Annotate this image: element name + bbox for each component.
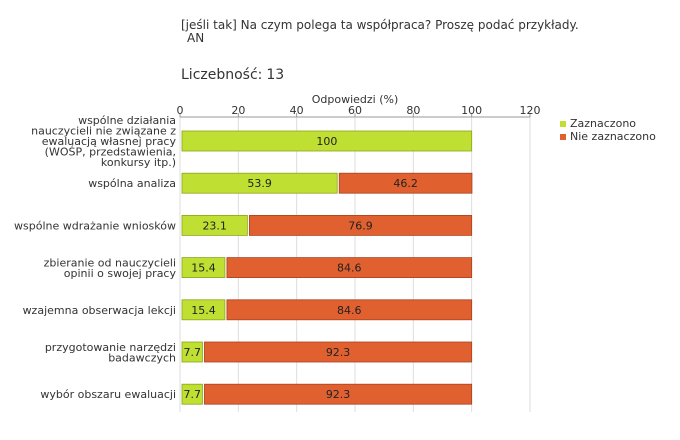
- x-axis-label: Odpowiedzi (%): [312, 93, 399, 106]
- category-label: wspólne działania: [78, 114, 176, 127]
- bar-zaznaczono: [181, 383, 203, 405]
- category-label: (WOŚP, przedstawienia,: [45, 146, 176, 159]
- bar-zaznaczono: [181, 214, 248, 236]
- count-value: 13: [266, 67, 285, 83]
- legend-label-nie-zaznaczono: Nie zaznaczono: [570, 130, 656, 143]
- category-label: wzajemna obserwacja lekcji: [23, 304, 176, 317]
- data-label: 15.4: [191, 262, 216, 275]
- legend-item-zaznaczono: Zaznaczono: [560, 117, 656, 130]
- question-title: [jeśli tak] Na czym polega ta współpraca…: [181, 18, 579, 32]
- data-label: 53.9: [247, 177, 272, 190]
- data-label: 7.7: [183, 388, 201, 401]
- x-tick-label: 60: [348, 104, 362, 117]
- category-label: wspólne wdrażanie wniosków: [14, 219, 176, 232]
- x-tick-label: 20: [231, 104, 245, 117]
- data-label: 100: [316, 135, 337, 148]
- bar-nie-zaznaczono: [204, 383, 473, 405]
- category-label: ewaluacją własnej pracy: [42, 135, 177, 148]
- data-label: 76.9: [348, 219, 373, 232]
- x-tick-label: 0: [177, 104, 184, 117]
- x-tick-label: 100: [461, 104, 482, 117]
- bar-nie-zaznaczono: [226, 299, 473, 321]
- chart-legend: Zaznaczono Nie zaznaczono: [560, 117, 656, 143]
- data-label: 84.6: [337, 262, 362, 275]
- category-label: przygotowanie narzędzi: [45, 341, 176, 354]
- data-label: 15.4: [191, 304, 216, 317]
- count-label: Liczebność:: [181, 67, 263, 83]
- data-label: 23.1: [202, 219, 227, 232]
- legend-item-nie-zaznaczono: Nie zaznaczono: [560, 130, 656, 143]
- bar-nie-zaznaczono: [338, 172, 473, 194]
- category-label: wybór obszaru ewaluacji: [40, 388, 176, 401]
- category-label: wspólna analiza: [88, 177, 176, 190]
- data-label: 92.3: [326, 388, 351, 401]
- bar-nie-zaznaczono: [248, 214, 473, 236]
- category-label: opinii o swojej pracy: [64, 267, 177, 280]
- category-label: nauczycieli nie związane z: [31, 125, 176, 138]
- legend-label-zaznaczono: Zaznaczono: [570, 117, 637, 130]
- legend-swatch-nie-zaznaczono: [560, 133, 566, 140]
- bar-nie-zaznaczono: [226, 257, 473, 279]
- x-tick-label: 40: [290, 104, 304, 117]
- category-label: konkursy itp.): [101, 156, 176, 169]
- bar-zaznaczono: [181, 341, 203, 363]
- respondent-count: Liczebność: 13: [181, 67, 284, 83]
- legend-swatch-zaznaczono: [560, 120, 566, 127]
- data-label: 46.2: [393, 177, 418, 190]
- question-subtitle: AN: [187, 31, 205, 45]
- bar-zaznaczono: [181, 172, 338, 194]
- bar-zaznaczono: [181, 257, 226, 279]
- x-tick-label: 120: [520, 104, 541, 117]
- data-label: 7.7: [183, 346, 201, 359]
- bar-nie-zaznaczono: [204, 341, 473, 363]
- x-tick-label: 80: [406, 104, 420, 117]
- category-label: zbieranie od nauczycieli: [44, 256, 176, 269]
- data-label: 92.3: [326, 346, 351, 359]
- bar-zaznaczono: [181, 130, 473, 152]
- category-label: badawczych: [108, 351, 176, 364]
- data-label: 84.6: [337, 304, 362, 317]
- bar-zaznaczono: [181, 299, 226, 321]
